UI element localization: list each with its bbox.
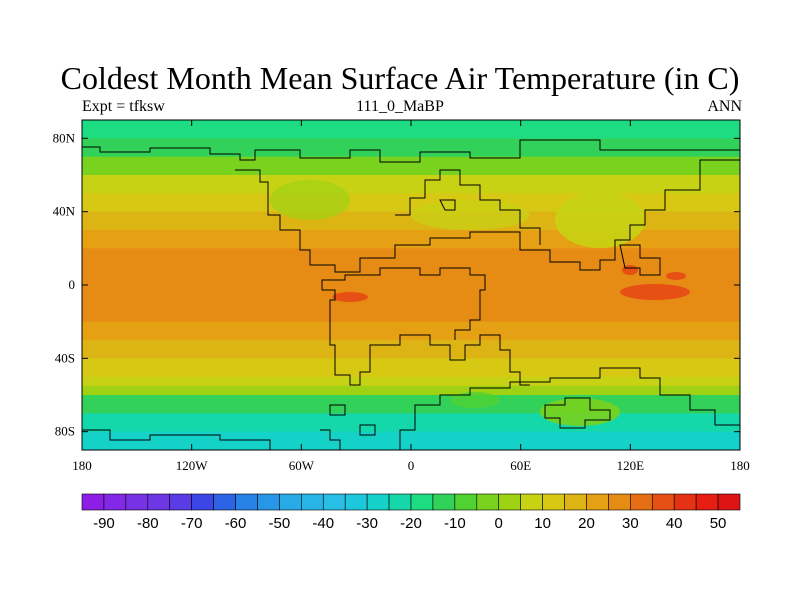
chart-title: Coldest Month Mean Surface Air Temperatu… [60, 60, 740, 96]
y-tick-label: 40S [55, 350, 75, 365]
y-axis: 80N 40N 0 40S 80S [53, 130, 740, 439]
temperature-band [82, 156, 740, 176]
colorbar-swatch [103, 493, 127, 511]
colorbar-label: -70 [181, 515, 203, 532]
colorbar-swatch [564, 493, 587, 511]
x-tick-label: 120E [617, 458, 645, 473]
time-label: 111_0_MaBP [356, 98, 444, 115]
colorbar-swatch [301, 493, 324, 511]
colorbar-swatch [454, 493, 478, 511]
colorbar-swatch [432, 493, 456, 511]
colorbar-swatch [191, 493, 214, 511]
x-tick-label: 0 [408, 458, 415, 473]
temperature-band [82, 385, 740, 396]
colorbar-swatch [388, 493, 412, 511]
colorbar-label: 30 [622, 515, 639, 532]
temperature-field [82, 120, 740, 450]
x-axis: 180 120W 60W 0 60E 120E 180 [72, 120, 750, 473]
temperature-band [82, 120, 740, 139]
colorbar-swatch [169, 493, 192, 511]
colorbar-swatch [608, 493, 631, 511]
colorbar: -90 -80 -70 -60 -50 -40 -30 -20 -10 0 10 20 30 40 50 [81, 493, 741, 532]
experiment-label: Expt = tfksw [82, 98, 165, 115]
colorbar-label: -20 [400, 515, 422, 532]
colorbar-swatch [366, 493, 390, 511]
temperature-band [82, 395, 740, 414]
y-tick-label: 80N [53, 130, 76, 145]
colorbar-label: 50 [710, 515, 727, 532]
x-tick-label: 120W [176, 458, 209, 473]
temperature-band [82, 413, 740, 433]
colorbar-label: -60 [225, 515, 247, 532]
colorbar-swatch [476, 493, 500, 511]
colorbar-swatch [520, 493, 543, 511]
colorbar-label: -50 [269, 515, 291, 532]
y-tick-label: 40N [53, 204, 76, 219]
season-label: ANN [707, 98, 742, 115]
temperature-band [82, 340, 740, 359]
colorbar-swatch [279, 493, 302, 511]
temperature-band [82, 358, 740, 378]
colorbar-label: -40 [312, 515, 334, 532]
colorbar-swatch [651, 493, 675, 511]
colorbar-swatch [213, 493, 236, 511]
x-tick-label: 180 [730, 458, 750, 473]
colorbar-swatch [147, 493, 171, 511]
colorbar-swatch [257, 493, 280, 511]
colorbar-swatch [235, 493, 258, 511]
colorbar-swatch [717, 493, 741, 511]
colorbar-label: 20 [578, 515, 595, 532]
temperature-band [82, 138, 740, 158]
temperature-band [82, 175, 740, 194]
temperature-band [82, 303, 740, 323]
temperature-band [82, 321, 740, 341]
x-tick-label: 180 [72, 458, 92, 473]
colorbar-label: 0 [495, 515, 503, 532]
colorbar-swatch [322, 493, 346, 511]
temperature-band [82, 431, 740, 450]
colorbar-label: -30 [356, 515, 378, 532]
temperature-band [82, 230, 740, 249]
colorbar-swatch [498, 493, 521, 511]
colorbar-label: 10 [534, 515, 551, 532]
temperature-band [82, 376, 740, 387]
colorbar-label: -90 [93, 515, 115, 532]
x-tick-label: 60E [510, 458, 531, 473]
y-tick-label: 0 [69, 277, 76, 292]
colorbar-swatch [81, 493, 105, 511]
coastlines [82, 139, 740, 450]
colorbar-swatch [410, 493, 434, 511]
colorbar-swatch [673, 493, 697, 511]
colorbar-swatch [586, 493, 609, 511]
colorbar-swatch [695, 493, 719, 511]
colorbar-swatch [630, 493, 653, 511]
y-tick-label: 80S [55, 424, 75, 439]
colorbar-swatch [125, 493, 149, 511]
x-tick-label: 60W [289, 458, 315, 473]
colorbar-label: -10 [444, 515, 466, 532]
colorbar-label: 40 [666, 515, 683, 532]
colorbar-label: -80 [137, 515, 159, 532]
colorbar-swatch [542, 493, 565, 511]
colorbar-swatch [344, 493, 368, 511]
